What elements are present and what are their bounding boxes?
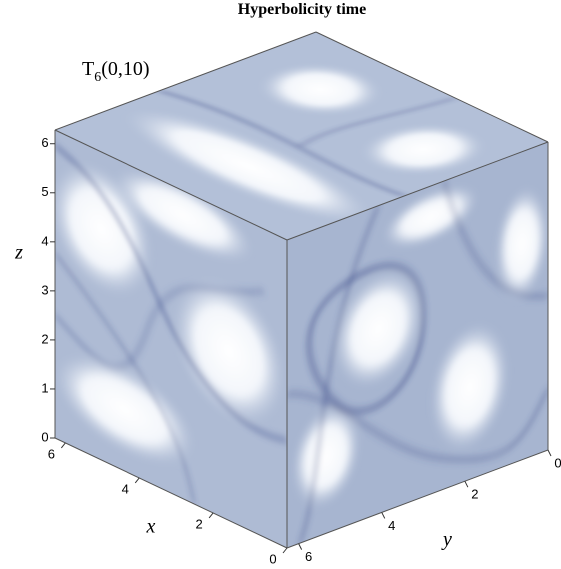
tick-mark <box>465 481 468 487</box>
figure: Hyperbolicity time T6(0,10) <box>0 0 561 569</box>
tick-label: 4 <box>41 233 48 248</box>
annotation-base: T <box>82 58 94 80</box>
tick-label: 4 <box>122 481 129 496</box>
annotation-sub: 6 <box>94 70 101 85</box>
tick-mark <box>299 544 302 550</box>
tick-label: 0 <box>554 455 561 470</box>
tick-mark <box>548 450 551 456</box>
y-axis-label: y <box>441 529 452 551</box>
annotation: T6(0,10) <box>82 58 150 85</box>
z-axis-label: z <box>14 242 23 264</box>
tick-label: 2 <box>471 487 478 502</box>
tick-label: 6 <box>41 135 48 150</box>
tick-mark <box>283 548 287 553</box>
tick-mark <box>382 512 385 518</box>
tick-label: 3 <box>41 282 48 297</box>
tick-mark <box>135 478 139 483</box>
tick-label: 6 <box>305 549 312 564</box>
tick-label: 4 <box>388 518 395 533</box>
tick-label: 0 <box>41 429 48 444</box>
tick-label: 6 <box>48 446 55 461</box>
tick-label: 1 <box>41 380 48 395</box>
tick-label: 5 <box>41 184 48 199</box>
tick-mark <box>61 443 65 448</box>
annotation-rest: (0,10) <box>101 58 149 80</box>
x-axis-label: x <box>146 516 156 538</box>
tick-label: 2 <box>41 331 48 346</box>
tick-mark <box>209 513 213 518</box>
tick-label: 2 <box>195 516 202 531</box>
chart-title: Hyperbolicity time <box>238 1 366 18</box>
tick-label: 0 <box>269 551 276 566</box>
